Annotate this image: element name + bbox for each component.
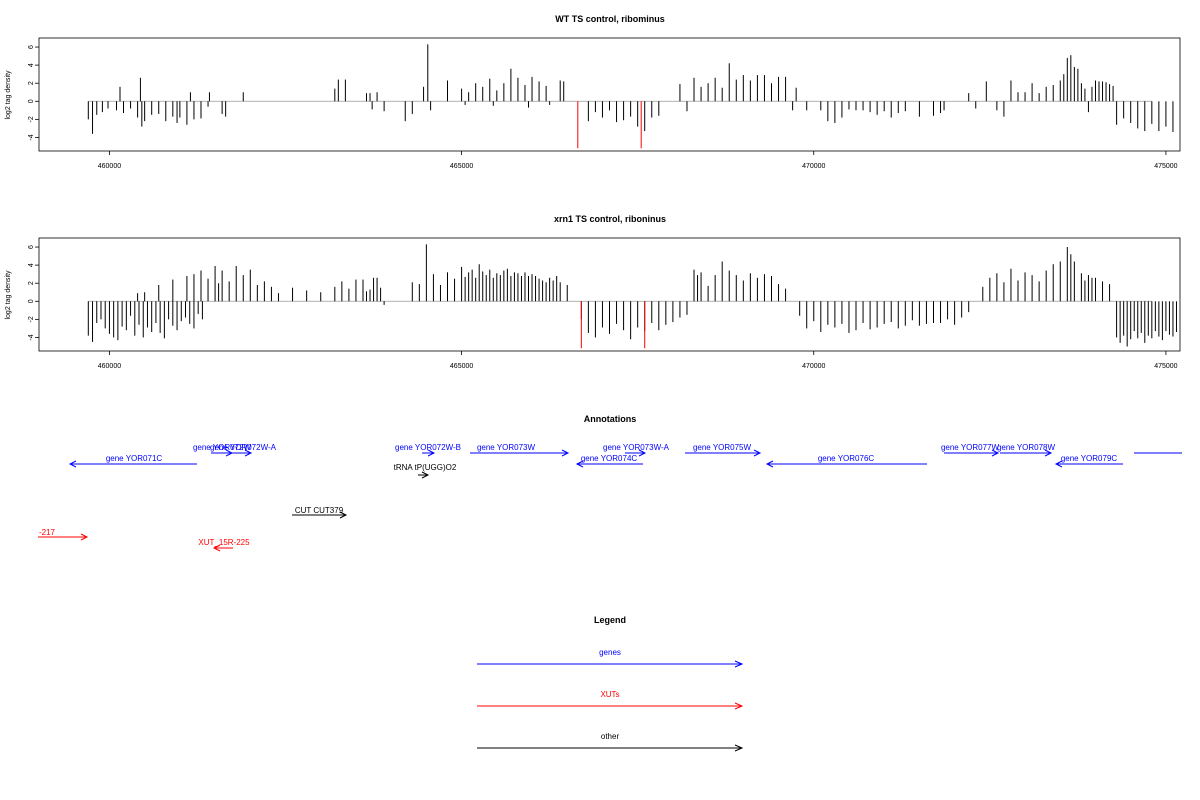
wt-track-ytick-label: 0 <box>28 99 35 103</box>
annotation-label: gene YOR077W <box>941 443 1000 452</box>
annotation-label: gene YOR073W <box>477 443 536 452</box>
annotation-feature: gene YOR078W <box>997 443 1056 457</box>
legend-item: other <box>477 732 744 752</box>
legend-item: XUTs <box>477 690 744 710</box>
legend-item: genes <box>477 648 744 668</box>
annotation-feature: gene YOR077W <box>941 443 1000 457</box>
xrn1-track-xtick-label: 475000 <box>1154 363 1177 370</box>
wt-track-ytick-label: -2 <box>28 116 35 122</box>
annotation-label: gene YOR079C <box>1061 454 1118 463</box>
xrn1-track-xtick-label: 470000 <box>802 363 825 370</box>
xrn1-track-ytick-label: 0 <box>28 299 35 303</box>
wt-track-ytick-label: 6 <box>28 45 35 49</box>
wt-track-ytick-label: 2 <box>28 81 35 85</box>
annotation-feature: tRNA tP(UGG)O2 <box>394 463 457 479</box>
annotation-feature: gene YOR076C <box>765 454 927 468</box>
annotation-feature: gene YOR079C <box>1054 454 1123 468</box>
annotation-feature: -217 <box>38 528 89 541</box>
arrowhead-icon <box>244 449 253 457</box>
wt-track-frame <box>38 37 1181 152</box>
arrowhead-icon <box>734 702 744 710</box>
annotation-feature: gene YOR075W <box>685 443 762 457</box>
annotation-label: gene YOR072W-B <box>395 443 461 452</box>
annotation-label: -217 <box>39 528 56 537</box>
annotation-label: gene YOR072W <box>193 443 252 452</box>
wt-track-ytick-label: -4 <box>28 134 35 140</box>
xrn1-track-ytick-label: 4 <box>28 263 35 267</box>
xrn1-track-xtick-label: 460000 <box>98 363 121 370</box>
annotation-label: gene YOR078W <box>997 443 1056 452</box>
legend: Legend genes XUTs other <box>477 615 744 752</box>
wt-track-xtick-label: 460000 <box>98 163 121 170</box>
arrowhead-icon <box>765 460 774 468</box>
arrowhead-icon <box>1044 449 1053 457</box>
arrowhead-icon <box>421 471 430 479</box>
annotation-feature: CUT CUT379 <box>292 506 348 519</box>
wt-track-xtick-label: 470000 <box>802 163 825 170</box>
legend-item-label: genes <box>599 648 621 657</box>
xrn1-track-xtick-label: 465000 <box>450 363 473 370</box>
arrowhead-icon <box>80 533 89 541</box>
legend-title: Legend <box>594 615 626 625</box>
annotations-title: Annotations <box>584 414 637 424</box>
arrowhead-icon <box>638 449 647 457</box>
annotation-feature: gene YOR073W <box>470 443 570 457</box>
arrowhead-icon <box>68 460 77 468</box>
arrowhead-icon <box>339 511 348 519</box>
arrowhead-icon <box>1054 460 1063 468</box>
legend-item-label: other <box>601 732 620 741</box>
annotation-feature: XUT_15R-225 <box>198 538 250 552</box>
annotation-label: gene YOR074C <box>581 454 638 463</box>
wt-track-title: WT TS control, ribominus <box>555 14 665 24</box>
arrowhead-icon <box>561 449 570 457</box>
arrowhead-icon <box>427 449 436 457</box>
annotation-feature: gene YOR071C <box>68 454 197 468</box>
arrowhead-icon <box>734 744 744 752</box>
annotation-label: CUT CUT379 <box>295 506 344 515</box>
xrn1-track-title: xrn1 TS control, riboninus <box>554 214 666 224</box>
annotation-label: tRNA tP(UGG)O2 <box>394 463 457 472</box>
legend-item-label: XUTs <box>600 690 619 699</box>
xrn1-track-panel: xrn1 TS control, riboninus log2 tag dens… <box>5 214 1181 370</box>
xrn1-track-ytick-label: 2 <box>28 281 35 285</box>
wt-track-xtick-label: 475000 <box>1154 163 1177 170</box>
annotation-feature: gene YOR073W-A <box>603 443 670 457</box>
arrowhead-icon <box>212 544 221 552</box>
wt-track-xtick-label: 465000 <box>450 163 473 170</box>
annotation-feature: gene YOR072W-B <box>395 443 461 457</box>
arrowhead-icon <box>575 460 584 468</box>
wt-track-panel: WT TS control, ribominus log2 tag densit… <box>5 14 1181 170</box>
arrowhead-icon <box>734 660 744 668</box>
xrn1-track-ylabel: log2 tag density <box>5 270 12 320</box>
annotation-label: gene YOR073W-A <box>603 443 670 452</box>
annotation-label: gene YOR075W <box>693 443 752 452</box>
annotation-label: gene YOR071C <box>106 454 163 463</box>
xrn1-track-ytick-label: -2 <box>28 316 35 322</box>
annotation-feature: gene YOR074C <box>575 454 643 468</box>
wt-track-ylabel: log2 tag density <box>5 70 12 120</box>
xrn1-track-frame <box>38 237 1181 352</box>
arrowhead-icon <box>991 449 1000 457</box>
xrn1-track-ytick-label: 6 <box>28 245 35 249</box>
xrn1-track-ytick-label: -4 <box>28 334 35 340</box>
annotation-label: XUT_15R-225 <box>198 538 250 547</box>
annotation-label: gene YOR072W-A <box>210 443 277 452</box>
annotation-feature: gene YOR072W-A <box>210 443 277 457</box>
wt-track-ytick-label: 4 <box>28 63 35 67</box>
annotation-label: gene YOR076C <box>818 454 875 463</box>
arrowhead-icon <box>753 449 762 457</box>
